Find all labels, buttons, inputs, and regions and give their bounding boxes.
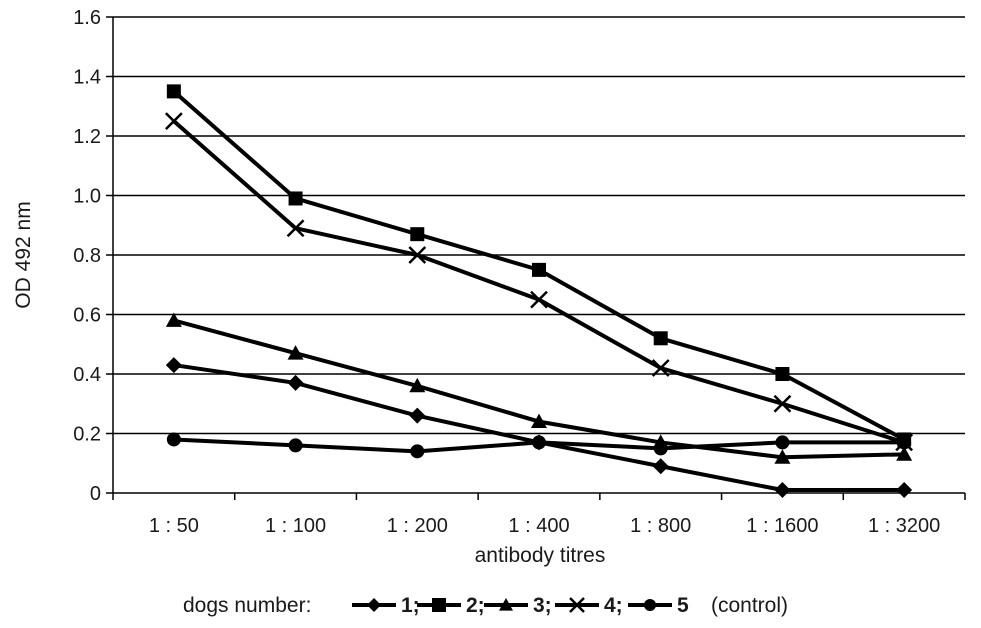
data-point-triangle [287,345,304,360]
data-point-circle [166,432,181,447]
x-marker-stroke [164,112,183,131]
legend-swatch-x [569,597,585,613]
data-point-diamond [652,458,669,475]
series-2 [166,84,912,447]
data-point-circle [775,435,790,450]
x-marker-stroke [408,246,427,264]
data-point-triangle [896,446,913,461]
x-tick-label: 1 : 200 [387,515,448,537]
x-tick-label: 1 : 800 [630,515,691,537]
series-5 [166,432,912,459]
y-tick-label: 1.2 [73,126,101,148]
x-tick-labels: 1 : 50 1 : 100 1 : 200 1 : 400 1 : 800 1 : 16… [149,515,940,537]
x-tick-label: 1 : 3200 [868,515,940,537]
legend-item-5: 5 [628,594,689,617]
data-point-circle [532,435,546,450]
gridlines [106,16,965,494]
data-point-triangle [165,312,182,327]
x-marker-stroke [530,290,548,309]
legend-label: 3; [533,594,552,617]
data-point-x [164,112,183,131]
data-point-circle [410,444,425,459]
data-point-square [775,367,790,381]
data-point-square [288,191,303,206]
data-point-diamond [409,407,426,424]
y-tick-label: 0.2 [73,424,101,446]
x-tick-label: 1 : 100 [265,515,326,537]
y-axis-title: OD 492 nm [12,201,35,308]
x-axis-title: antibody titres [475,544,606,567]
y-tick-label: 1.0 [73,186,101,208]
data-point-x [408,246,427,264]
legend: dogs number: 1; 2; 3; 4; 5 (control) [183,594,788,617]
x-marker-stroke [286,219,305,238]
data-point-diamond [287,374,304,391]
series-4 [164,112,914,452]
x-marker-stroke [651,359,670,377]
y-tick-labels: 0 0.2 0.4 0.6 0.8 1.0 1.2 1.4 1.6 [73,7,101,505]
y-tick-label: 0.6 [73,305,101,327]
x-marker-stroke [773,394,792,413]
data-point-diamond [165,357,182,374]
x-marker-stroke [569,597,585,613]
legend-label: 1; [401,594,420,617]
data-point-square [166,84,181,99]
y-tick-label: 0.8 [73,245,101,267]
legend-swatch-triangle [499,598,513,611]
series-group [164,84,914,499]
data-point-x [286,219,305,238]
y-tick-label: 0.4 [73,364,101,386]
data-point-square [410,227,425,242]
legend-swatch-circle [644,599,656,611]
legend-item-1: 1; [352,594,420,617]
x-tick-label: 1 : 50 [149,515,199,537]
data-point-diamond [896,482,913,499]
data-point-circle [653,441,668,456]
y-tick-label: 1.4 [73,67,101,89]
data-point-diamond [774,482,791,499]
legend-item-4: 4; [555,594,623,617]
legend-swatch-diamond [367,598,381,612]
legend-item-2: 2; [417,594,485,617]
data-point-triangle [774,449,791,464]
legend-label: 2; [466,594,485,617]
legend-label: 5 [677,594,689,617]
data-point-triangle [409,377,426,393]
x-tick-label: 1 : 400 [508,515,569,537]
data-point-square [532,262,546,277]
legend-prefix: dogs number: [183,594,311,617]
x-tick-label: 1 : 1600 [746,515,818,537]
legend-item-3: 3; [484,594,552,617]
legend-swatch-square [432,598,446,612]
series-line [172,119,905,445]
axes [112,17,966,500]
data-point-circle [897,435,912,450]
y-tick-label: 0 [90,483,101,505]
data-point-triangle [531,413,547,428]
legend-suffix: (control) [711,594,788,617]
data-point-x [530,290,548,309]
y-tick-label: 1.6 [73,7,101,29]
data-point-x [651,359,670,377]
legend-label: 4; [604,594,623,617]
data-point-square [653,331,668,346]
data-point-x [773,394,792,413]
data-point-circle [288,438,303,453]
